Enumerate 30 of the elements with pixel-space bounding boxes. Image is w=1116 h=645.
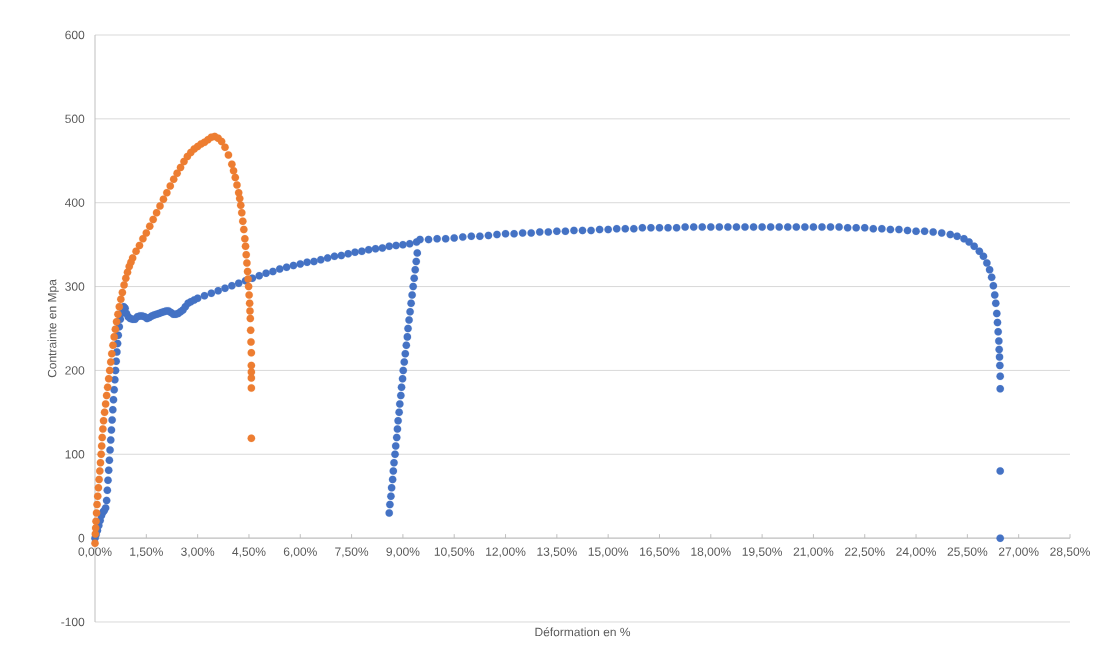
x-tick-label: 12,00% xyxy=(486,547,526,558)
y-axis-title: Contrainte en Mpa xyxy=(47,279,59,378)
x-tick-label: 7,50% xyxy=(335,547,369,558)
x-tick-label: 22,50% xyxy=(845,547,885,558)
x-tick-label: 4,50% xyxy=(232,547,266,558)
x-tick-label: 27,00% xyxy=(998,547,1039,558)
x-tick-label: 13,50% xyxy=(537,547,577,558)
x-tick-label: 10,50% xyxy=(434,547,475,558)
x-tick-label: 6,00% xyxy=(283,547,317,558)
x-tick-label: 9,00% xyxy=(386,547,420,558)
x-tick-label: 21,00% xyxy=(793,547,834,558)
y-tick-label: 500 xyxy=(65,114,85,124)
y-tick-label: 200 xyxy=(65,366,85,375)
x-tick-label: 3,00% xyxy=(181,547,215,558)
x-tick-label: 15,00% xyxy=(588,547,629,558)
y-tick-label: 400 xyxy=(64,198,85,207)
y-tick-label: -100 xyxy=(61,617,85,627)
x-tick-label: 19,50% xyxy=(742,547,783,558)
x-tick-label: 28,50% xyxy=(1050,547,1090,558)
x-tick-label: 18,00% xyxy=(691,547,731,558)
x-tick-label: 0,00% xyxy=(78,547,112,558)
y-tick-label: 300 xyxy=(65,282,85,291)
x-axis-title: Déformation en % xyxy=(535,627,631,637)
y-tick-label: 0 xyxy=(78,533,85,543)
y-tick-label: 100 xyxy=(65,450,85,459)
y-tick-label: 600 xyxy=(65,30,85,40)
x-tick-label: 25,50% xyxy=(947,547,988,558)
x-tick-label: 24,00% xyxy=(896,547,936,558)
x-tick-label: 1,50% xyxy=(130,547,163,558)
x-tick-label: 16,50% xyxy=(640,547,680,558)
